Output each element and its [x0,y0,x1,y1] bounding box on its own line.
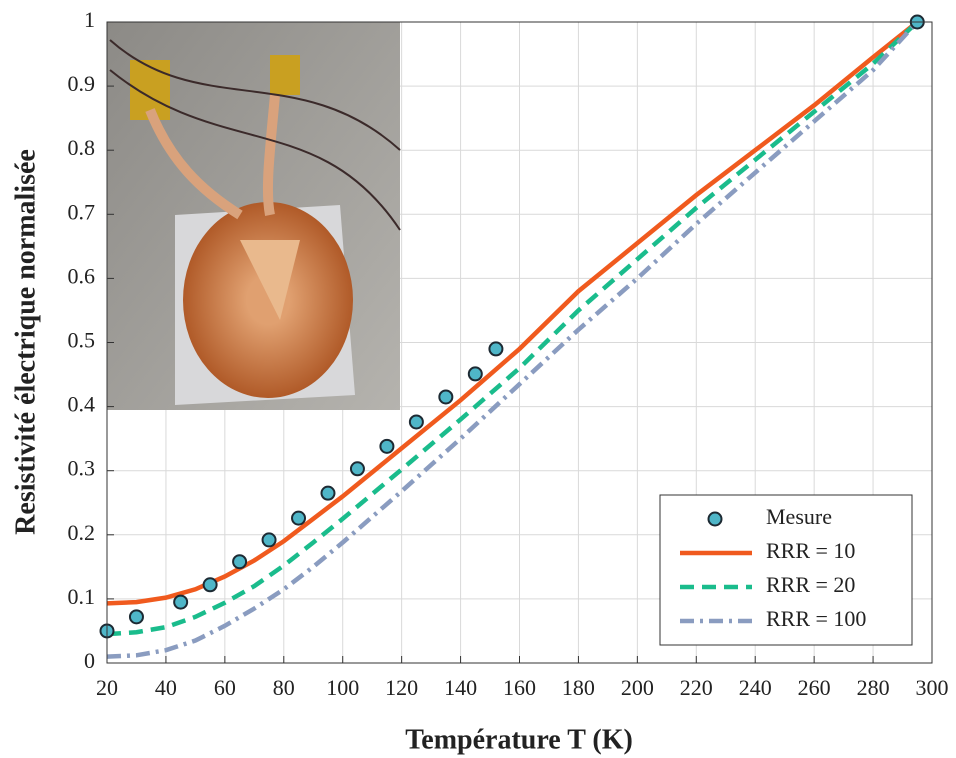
x-tick-label: 20 [96,675,118,700]
line-series [106,20,919,637]
x-tick-label: 120 [385,675,418,700]
x-tick-label: 60 [214,675,236,700]
line-series [106,20,919,606]
marker [320,485,336,501]
y-tick-label: 0.3 [68,456,96,481]
photo-coil-center [240,240,300,320]
marker [467,366,483,382]
y-tick-label: 0.9 [68,71,96,96]
y-tick-label: 0.5 [68,328,96,353]
legend-label: RRR = 10 [766,538,855,563]
y-tick-label: 0.8 [68,135,96,160]
photo-inset [107,22,401,410]
y-tick-label: 0.7 [68,199,96,224]
y-tick-label: 0.1 [68,584,96,609]
legend: Mesure RRR = 10 RRR = 20 RRR = 100 [659,494,913,646]
y-tick-label: 0.4 [68,392,96,417]
legend-label: RRR = 20 [766,572,855,597]
marker [232,554,248,570]
x-tick-label: 300 [916,675,949,700]
x-tick-label: 140 [444,675,477,700]
y-tick-label: 0.6 [68,263,96,288]
x-tick-label: 280 [857,675,890,700]
x-tick-label: 80 [273,675,295,700]
x-tick-label: 220 [680,675,713,700]
marker [707,511,723,527]
photo-leads [145,94,280,220]
x-tick-label: 260 [798,675,831,700]
x-tick-label: 180 [562,675,595,700]
photo-coil [183,202,353,398]
legend-label: RRR = 100 [766,606,866,631]
x-axis-title: Température T (K) [405,724,633,755]
marker [408,414,424,430]
marker [261,532,277,548]
marker [379,438,395,454]
photo-wires [109,39,401,231]
x-tick-label: 160 [503,675,536,700]
photo-tape [270,55,300,95]
legend-label: Mesure [766,504,832,529]
line-series [106,20,919,659]
marker [438,389,454,405]
x-tick-label: 100 [326,675,359,700]
marker [291,510,307,526]
y-axis-title: Resistivité électrique normalisée [10,149,41,535]
y-tick-label: 1 [84,7,95,32]
plot [99,14,933,664]
x-tick-label: 40 [155,675,177,700]
marker [349,461,365,477]
marker [173,594,189,610]
x-tick-label: 240 [739,675,772,700]
x-tick-label: 200 [621,675,654,700]
marker [128,609,144,625]
y-tick-label: 0 [84,648,95,673]
marker [488,341,504,357]
y-tick-label: 0.2 [68,520,96,545]
marker [202,577,218,593]
axes-box [106,21,933,664]
